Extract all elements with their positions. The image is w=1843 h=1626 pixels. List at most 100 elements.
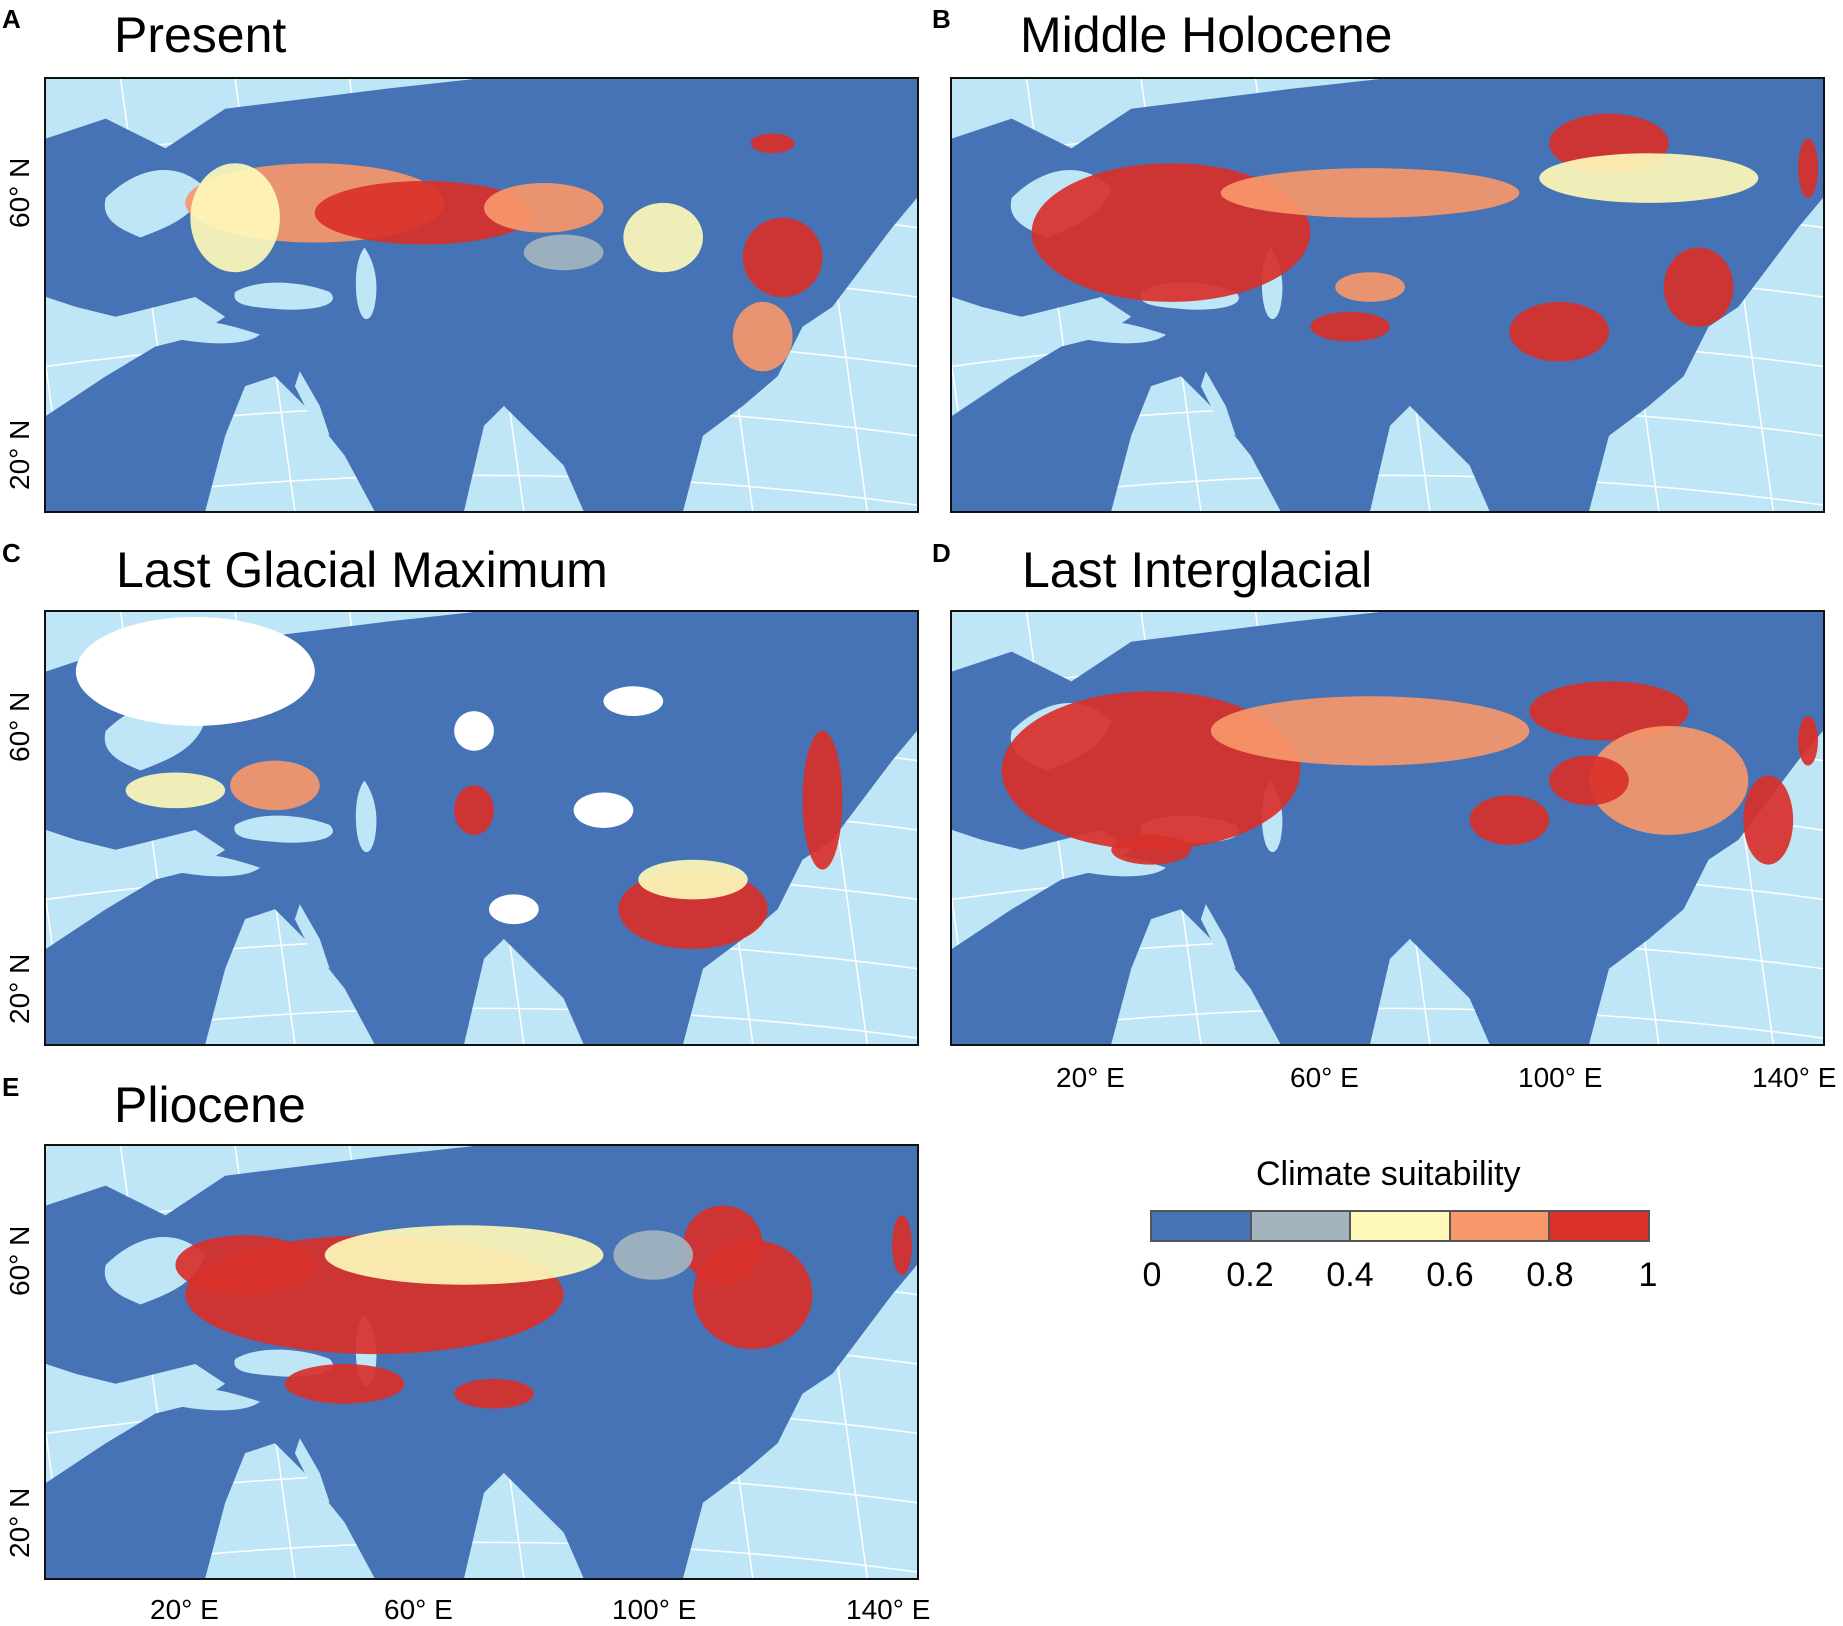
suitability-region (1798, 716, 1819, 766)
inland-sea (1200, 371, 1236, 436)
inland-sea (1071, 320, 1167, 344)
suitability-region (284, 1363, 405, 1404)
suitability-region (324, 1225, 604, 1285)
suitability-region (1743, 775, 1794, 865)
panel-letter: A (2, 4, 21, 34)
suitability-region (623, 202, 703, 273)
panel-title: Last Glacial Maximum (116, 542, 608, 598)
legend-tick-0: 0 (1142, 1256, 1162, 1294)
inland-sea (1200, 904, 1236, 969)
legend-swatch-4 (1550, 1212, 1648, 1240)
suitability-region (1509, 301, 1609, 362)
y-label-60n: 60° N (4, 157, 35, 228)
legend-color-bar (1150, 1210, 1650, 1242)
suitability-region (175, 1235, 315, 1295)
legend-swatch-2 (1351, 1212, 1451, 1240)
legend-swatch-1 (1251, 1212, 1352, 1240)
y-label-20n: 20° N (4, 953, 35, 1024)
suitability-region (230, 760, 320, 811)
inland-sea (165, 853, 261, 877)
suitability-region (1469, 795, 1550, 845)
ice-sheet (75, 616, 315, 726)
x-label-100e: 100° E (612, 1594, 697, 1625)
suitability-region (742, 217, 823, 297)
legend-tick-1: 0.2 (1226, 1256, 1274, 1294)
suitability-region (1111, 834, 1191, 865)
x-label-140e: 140° E (846, 1594, 931, 1625)
panel-title: Present (114, 7, 287, 63)
suitability-region (314, 181, 534, 245)
suitability-region (802, 730, 843, 870)
panel-title: Middle Holocene (1020, 7, 1393, 63)
ice-sheet (488, 894, 539, 925)
legend-tick-2: 0.4 (1326, 1256, 1374, 1294)
ice-sheet (603, 686, 664, 717)
suitability-region (190, 163, 280, 273)
map-middle-holocene (950, 77, 1825, 513)
suitability-region (732, 301, 793, 372)
inland-sea (104, 170, 206, 238)
map-present (44, 77, 919, 513)
suitability-region (1589, 725, 1749, 835)
panel-letter: C (2, 538, 21, 568)
map-last-interglacial (950, 610, 1825, 1046)
panel-letter: D (932, 538, 951, 568)
suitability-region (1210, 696, 1530, 766)
suitability-region (613, 1230, 694, 1280)
x-label-20e: 20° E (1056, 1062, 1125, 1093)
inland-sea (234, 815, 333, 843)
x-label-60e: 60° E (384, 1594, 453, 1625)
suitability-region (1549, 755, 1629, 806)
suitability-region (125, 772, 226, 809)
x-label-20e: 20° E (150, 1594, 219, 1625)
map-pliocene (44, 1144, 919, 1580)
inland-sea (165, 1387, 261, 1411)
legend-swatch-3 (1450, 1212, 1551, 1240)
suitability-region (1220, 168, 1520, 218)
panel-title: Last Interglacial (1022, 542, 1373, 598)
map-graphic (46, 612, 917, 1044)
suitability-region (454, 1378, 534, 1409)
inland-sea (1071, 853, 1167, 877)
legend-swatch-0 (1152, 1212, 1252, 1240)
y-label-60n: 60° N (4, 691, 35, 762)
inland-sea (294, 1438, 330, 1503)
inland-sea (294, 904, 330, 969)
inland-sea (234, 282, 333, 310)
panel-letter: E (2, 1072, 20, 1102)
suitability-region (483, 183, 604, 233)
map-graphic (952, 79, 1823, 511)
x-label-140e: 140° E (1752, 1062, 1837, 1093)
suitability-region (523, 234, 604, 271)
suitability-region (1798, 138, 1819, 198)
suitability-region (683, 1205, 763, 1285)
y-label-60n: 60° N (4, 1225, 35, 1296)
legend-tick-3: 0.6 (1426, 1256, 1474, 1294)
x-label-100e: 100° E (1518, 1062, 1603, 1093)
inland-sea (104, 1237, 206, 1305)
suitability-region (1539, 153, 1759, 203)
map-graphic (46, 79, 917, 511)
map-last-glacial-maximum (44, 610, 919, 1046)
ice-sheet (454, 711, 494, 751)
map-graphic (952, 612, 1823, 1044)
inland-sea (355, 780, 377, 853)
inland-sea (294, 371, 330, 436)
suitability-region (1335, 272, 1405, 302)
ice-sheet (573, 792, 634, 828)
legend-title: Climate suitability (1256, 1155, 1521, 1193)
suitability-region (750, 133, 795, 154)
y-label-20n: 20° N (4, 1487, 35, 1558)
panel-title: Pliocene (114, 1077, 306, 1133)
panel-letter: B (932, 4, 951, 34)
suitability-region (454, 785, 494, 835)
inland-sea (355, 247, 377, 320)
x-label-60e: 60° E (1290, 1062, 1359, 1093)
suitability-region (1310, 311, 1390, 342)
suitability-region (1529, 681, 1689, 741)
suitability-region (892, 1215, 913, 1275)
legend-tick-5: 1 (1638, 1256, 1658, 1294)
inland-sea (165, 320, 261, 344)
map-graphic (46, 1146, 917, 1578)
legend-tick-4: 0.8 (1526, 1256, 1574, 1294)
